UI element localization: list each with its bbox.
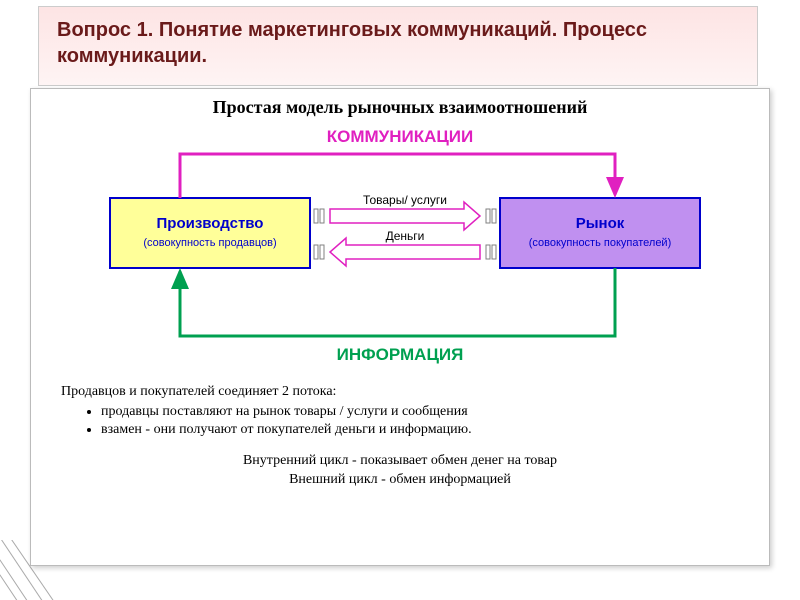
svg-text:КОММУНИКАЦИИ: КОММУНИКАЦИИ <box>327 127 474 146</box>
footer-line-1: Внутренний цикл - показывает обмен денег… <box>31 452 769 471</box>
content-box: Простая модель рыночных взаимоотношений … <box>30 88 770 566</box>
bullet-1: продавцы поставляют на рынок товары / ус… <box>101 404 739 420</box>
body-text: Продавцов и покупателей соединяет 2 пото… <box>61 384 739 438</box>
svg-text:Товары/ услуги: Товары/ услуги <box>363 193 447 207</box>
header-box: Вопрос 1. Понятие маркетинговых коммуник… <box>38 6 758 86</box>
svg-text:Рынок: Рынок <box>576 215 625 232</box>
svg-text:Деньги: Деньги <box>386 229 425 243</box>
body-intro: Продавцов и покупателей соединяет 2 пото… <box>61 384 739 400</box>
footer-text: Внутренний цикл - показывает обмен денег… <box>31 452 769 490</box>
body-bullets: продавцы поставляют на рынок товары / ус… <box>101 404 739 438</box>
svg-text:(совокупность покупателей): (совокупность покупателей) <box>529 237 672 249</box>
header-title: Вопрос 1. Понятие маркетинговых коммуник… <box>57 17 739 69</box>
content-subtitle: Простая модель рыночных взаимоотношений <box>31 97 769 118</box>
svg-text:(совокупность продавцов): (совокупность продавцов) <box>143 237 276 249</box>
diagram-svg: Производство (совокупность продавцов) Рыно… <box>50 118 750 378</box>
footer-line-2: Внешний цикл - обмен информацией <box>31 471 769 490</box>
svg-text:ИНФОРМАЦИЯ: ИНФОРМАЦИЯ <box>337 345 464 364</box>
bullet-2: взамен - они получают от покупателей ден… <box>101 422 739 438</box>
svg-text:Производство: Производство <box>157 215 264 232</box>
